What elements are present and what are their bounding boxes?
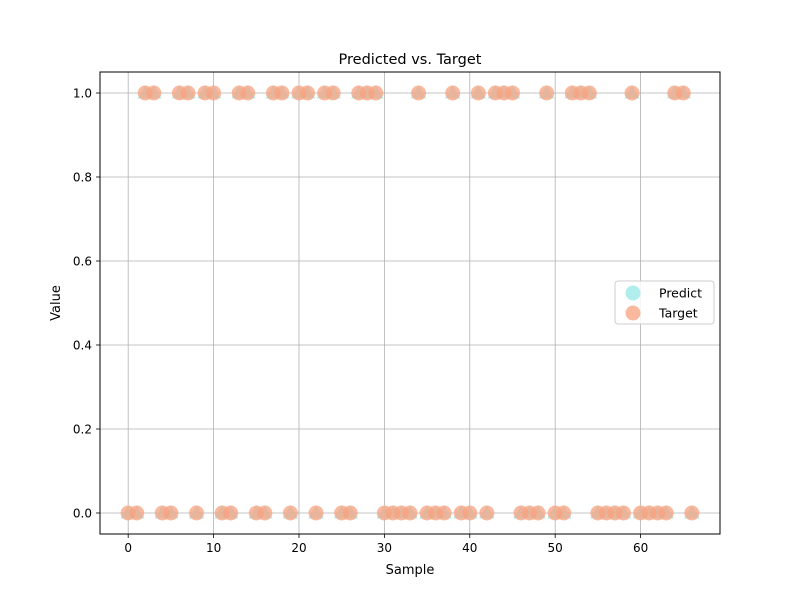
target-point	[462, 505, 478, 521]
y-tick-label: 0.2	[73, 423, 92, 437]
x-axis-label: Sample	[386, 563, 435, 578]
y-tick-label: 1.0	[73, 87, 92, 101]
target-point	[206, 85, 222, 101]
target-point	[436, 505, 452, 521]
target-point	[411, 85, 427, 101]
y-tick-label: 0.0	[73, 507, 92, 521]
target-point	[180, 85, 196, 101]
target-point	[189, 505, 205, 521]
y-tick-label: 0.8	[73, 171, 92, 185]
target-point	[445, 85, 461, 101]
y-tick-label: 0.4	[73, 339, 92, 353]
legend-label-predict: Predict	[659, 286, 702, 301]
target-point	[624, 85, 640, 101]
target-point	[658, 505, 674, 521]
target-point	[470, 85, 486, 101]
target-point	[368, 85, 384, 101]
target-point	[342, 505, 358, 521]
x-tick-label: 60	[633, 541, 648, 555]
x-tick-label: 10	[206, 541, 221, 555]
legend-label-target: Target	[658, 306, 698, 321]
legend: Predict Target	[614, 280, 715, 325]
target-point	[257, 505, 273, 521]
plot-frame	[99, 71, 721, 535]
x-tick-label: 20	[291, 541, 306, 555]
target-point	[556, 505, 572, 521]
target-point	[539, 85, 555, 101]
x-tick-label: 0	[124, 541, 132, 555]
target-point	[308, 505, 324, 521]
chart-title: Predicted vs. Target	[339, 52, 482, 68]
target-point	[530, 505, 546, 521]
target-point	[479, 505, 495, 521]
target-point	[684, 505, 700, 521]
target-point	[402, 505, 418, 521]
target-point	[581, 85, 597, 101]
target-point	[146, 85, 162, 101]
axis-ticks: 0 10 20 30 40 50 60 0.0 0.2 0.4 0.6 0.8 1.0	[73, 87, 648, 556]
target-point	[325, 85, 341, 101]
legend-marker-target	[625, 305, 641, 321]
target-point	[300, 85, 316, 101]
y-axis-label: Value	[49, 285, 64, 321]
target-point	[129, 505, 145, 521]
legend-marker-predict	[625, 285, 641, 301]
x-tick-label: 50	[548, 541, 563, 555]
target-point	[675, 85, 691, 101]
data-markers	[120, 85, 700, 521]
target-point	[223, 505, 239, 521]
x-tick-label: 40	[462, 541, 477, 555]
target-point	[615, 505, 631, 521]
target-point	[504, 85, 520, 101]
x-tick-label: 30	[377, 541, 392, 555]
target-point	[163, 505, 179, 521]
target-point	[274, 85, 290, 101]
target-point	[240, 85, 256, 101]
y-tick-label: 0.6	[73, 255, 92, 269]
target-point	[282, 505, 298, 521]
